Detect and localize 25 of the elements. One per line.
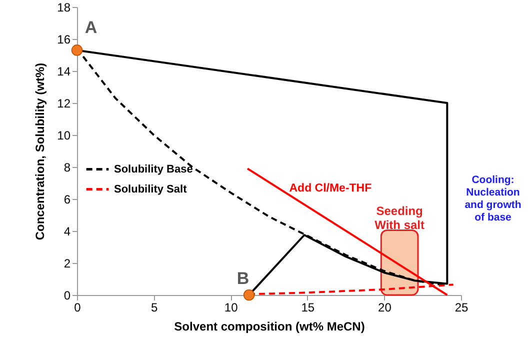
- x-tick-label: 25: [454, 300, 468, 314]
- x-tick-label: 10: [224, 300, 238, 314]
- y-tick-label: 2: [64, 256, 71, 270]
- annotation: Add Cl/Me-THF: [289, 182, 372, 194]
- x-tick-label: 0: [74, 300, 82, 314]
- y-tick-label: 12: [57, 96, 71, 110]
- x-axis-title: Solvent composition (wt% MeCN): [174, 320, 365, 334]
- y-tick-label: 8: [64, 160, 71, 174]
- y-tick-label: 4: [64, 224, 71, 238]
- band-label: Seeding With salt: [374, 204, 425, 232]
- text: Cooling: Nucleation and growth of base: [464, 174, 522, 224]
- y-tick-label: 10: [57, 128, 71, 142]
- y-tick-label: 6: [64, 192, 71, 206]
- x-tick-label: 20: [378, 300, 392, 314]
- y-tick-label: 18: [57, 0, 71, 14]
- x-tick-label: 5: [150, 300, 158, 314]
- x-tick-label: 15: [301, 300, 315, 314]
- annotation: B: [236, 269, 250, 288]
- y-tick-label: 14: [57, 64, 71, 78]
- annotation: A: [84, 18, 98, 38]
- y-axis-title: Concentration, Solubility (wt%): [33, 62, 48, 240]
- y-tick-label: 16: [57, 32, 71, 46]
- legend-label: Solubility Base: [114, 163, 193, 176]
- y-tick-label: 0: [64, 288, 71, 302]
- legend-label: Solubility Salt: [114, 183, 188, 196]
